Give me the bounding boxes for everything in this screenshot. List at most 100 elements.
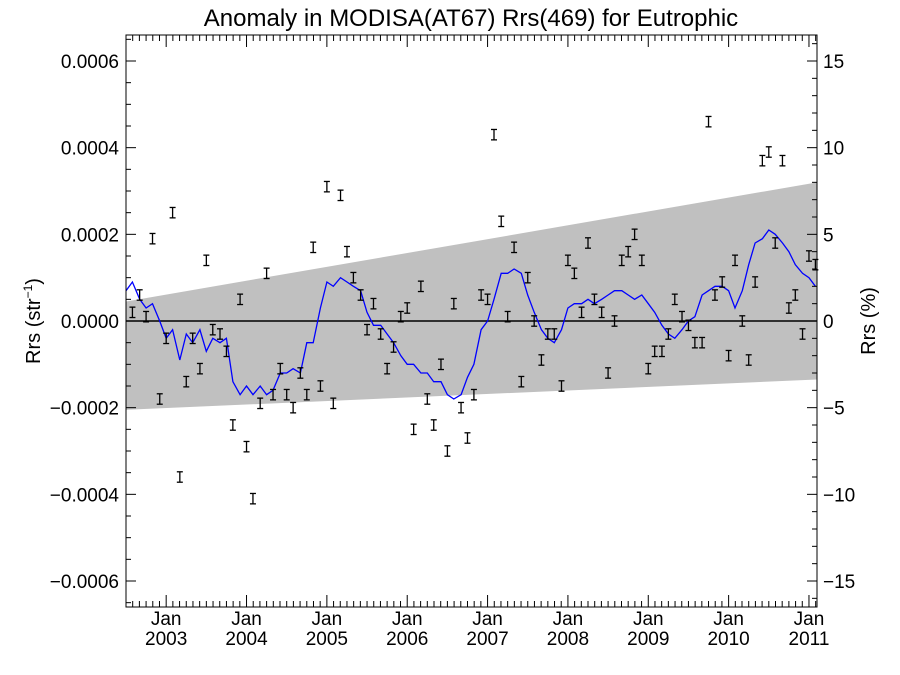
error-bar-point [297,367,304,379]
chart-title: Anomaly in MODISA(AT67) Rrs(469) for Eut… [204,5,738,32]
error-bar-point [450,297,457,310]
x-tick-year-label: 2008 [547,629,589,650]
error-bar-point [249,492,256,505]
error-bar-point [679,310,686,323]
error-bar-point [176,471,183,483]
left-tick-label: −0.0004 [50,485,120,506]
error-bar-point [417,280,424,293]
error-bar-point [598,306,605,319]
error-bar-point [243,440,250,453]
error-bar-point [504,310,511,323]
error-bar-point [203,254,210,267]
error-bar-point [558,380,565,392]
error-bar-point [725,349,732,362]
left-y-axis: 0.0006 0.0004 0.0002 0.0000 −0.0002 −0.0004 −0… [50,38,136,604]
error-bar-point [772,237,779,249]
error-bar-point [711,289,718,301]
error-bar-point [404,302,411,314]
left-axis-label-close: ) [23,278,45,285]
error-bar-point [350,271,357,284]
error-bar-point [585,237,592,249]
error-bar-point [437,358,444,371]
error-bar-point [611,315,618,327]
left-axis-label-main: Rrs (str [23,298,45,364]
error-bar-point [136,289,143,301]
error-bar-point [169,206,176,219]
error-bar-point [779,154,786,167]
error-bar-point [129,306,136,319]
error-bar-point [290,401,297,414]
error-bar-point [470,388,477,401]
error-bar-point [357,289,364,301]
error-bar-point [237,293,244,306]
x-tick-month-label: Jan [151,609,182,630]
right-tick-label: −15 [823,572,855,593]
error-bar-point [343,245,350,258]
right-y-axis: 15 10 5 0 −5 −10 −15 [807,43,855,599]
error-bar-point [531,315,538,327]
error-bar-point [229,419,236,431]
right-tick-label: 0 [823,312,834,333]
x-tick-year-label: 2006 [386,629,428,650]
error-bar-point [732,254,739,267]
error-bar-point [223,345,230,358]
x-axis: Jan2003Jan2004Jan2005Jan2006Jan2007Jan20… [125,35,830,650]
error-bar-point [263,267,270,280]
right-axis-label: Rrs (%) [858,287,880,355]
confidence-band-layer [126,182,817,410]
error-bar-point [303,388,310,401]
left-tick-label: 0.0006 [61,52,119,73]
error-bar-point [370,297,377,310]
error-bar-point [705,115,712,128]
error-bar-point [551,328,558,340]
error-bar-point [390,341,397,353]
error-bar-point [544,328,551,340]
error-bar-point [196,362,203,375]
error-bar-point [163,332,170,345]
right-tick-label: −5 [823,399,845,420]
error-bar-point [511,241,518,254]
error-bar-point [538,354,545,366]
error-bar-point [631,228,638,241]
left-tick-label: 0.0004 [61,139,120,160]
error-bar-point [759,154,766,167]
x-tick-year-label: 2011 [789,629,830,650]
error-bar-point [564,254,571,267]
right-tick-label: 5 [823,225,834,246]
error-bar-point [671,293,678,306]
error-bar-point [785,302,792,314]
error-bar-point [217,328,224,340]
error-bar-point [257,397,264,410]
right-tick-label: 10 [823,139,844,160]
x-tick-month-label: Jan [553,609,584,630]
error-bar-point [424,393,431,405]
error-bar-point [430,419,437,431]
error-bar-point [444,445,451,457]
error-bar-point [484,293,491,306]
error-bar-point [792,289,799,301]
left-axis-label: Rrs (str−1) [21,278,45,364]
error-bar-point [384,362,391,375]
x-tick-month-label: Jan [794,609,825,630]
x-tick-year-label: 2009 [627,629,669,650]
error-bar-point [330,397,337,410]
error-bar-point [691,336,698,349]
error-bar-point [605,367,612,379]
x-tick-month-label: Jan [713,609,744,630]
error-bar-point [377,328,384,340]
error-bar-point [645,362,652,375]
error-bar-point [765,146,772,158]
error-bar-point [143,310,150,323]
error-bar-point [478,289,485,301]
error-bar-point [270,388,277,401]
smoothed-anomaly-line [126,229,816,400]
error-bar-point [591,293,598,306]
error-bar-point [458,401,465,414]
error-bar-point [410,423,417,436]
x-tick-month-label: Jan [472,609,503,630]
left-tick-label: 0.0000 [61,312,119,333]
error-bar-point [665,328,672,340]
error-bar-point [651,345,658,358]
error-bar-point [498,215,505,228]
